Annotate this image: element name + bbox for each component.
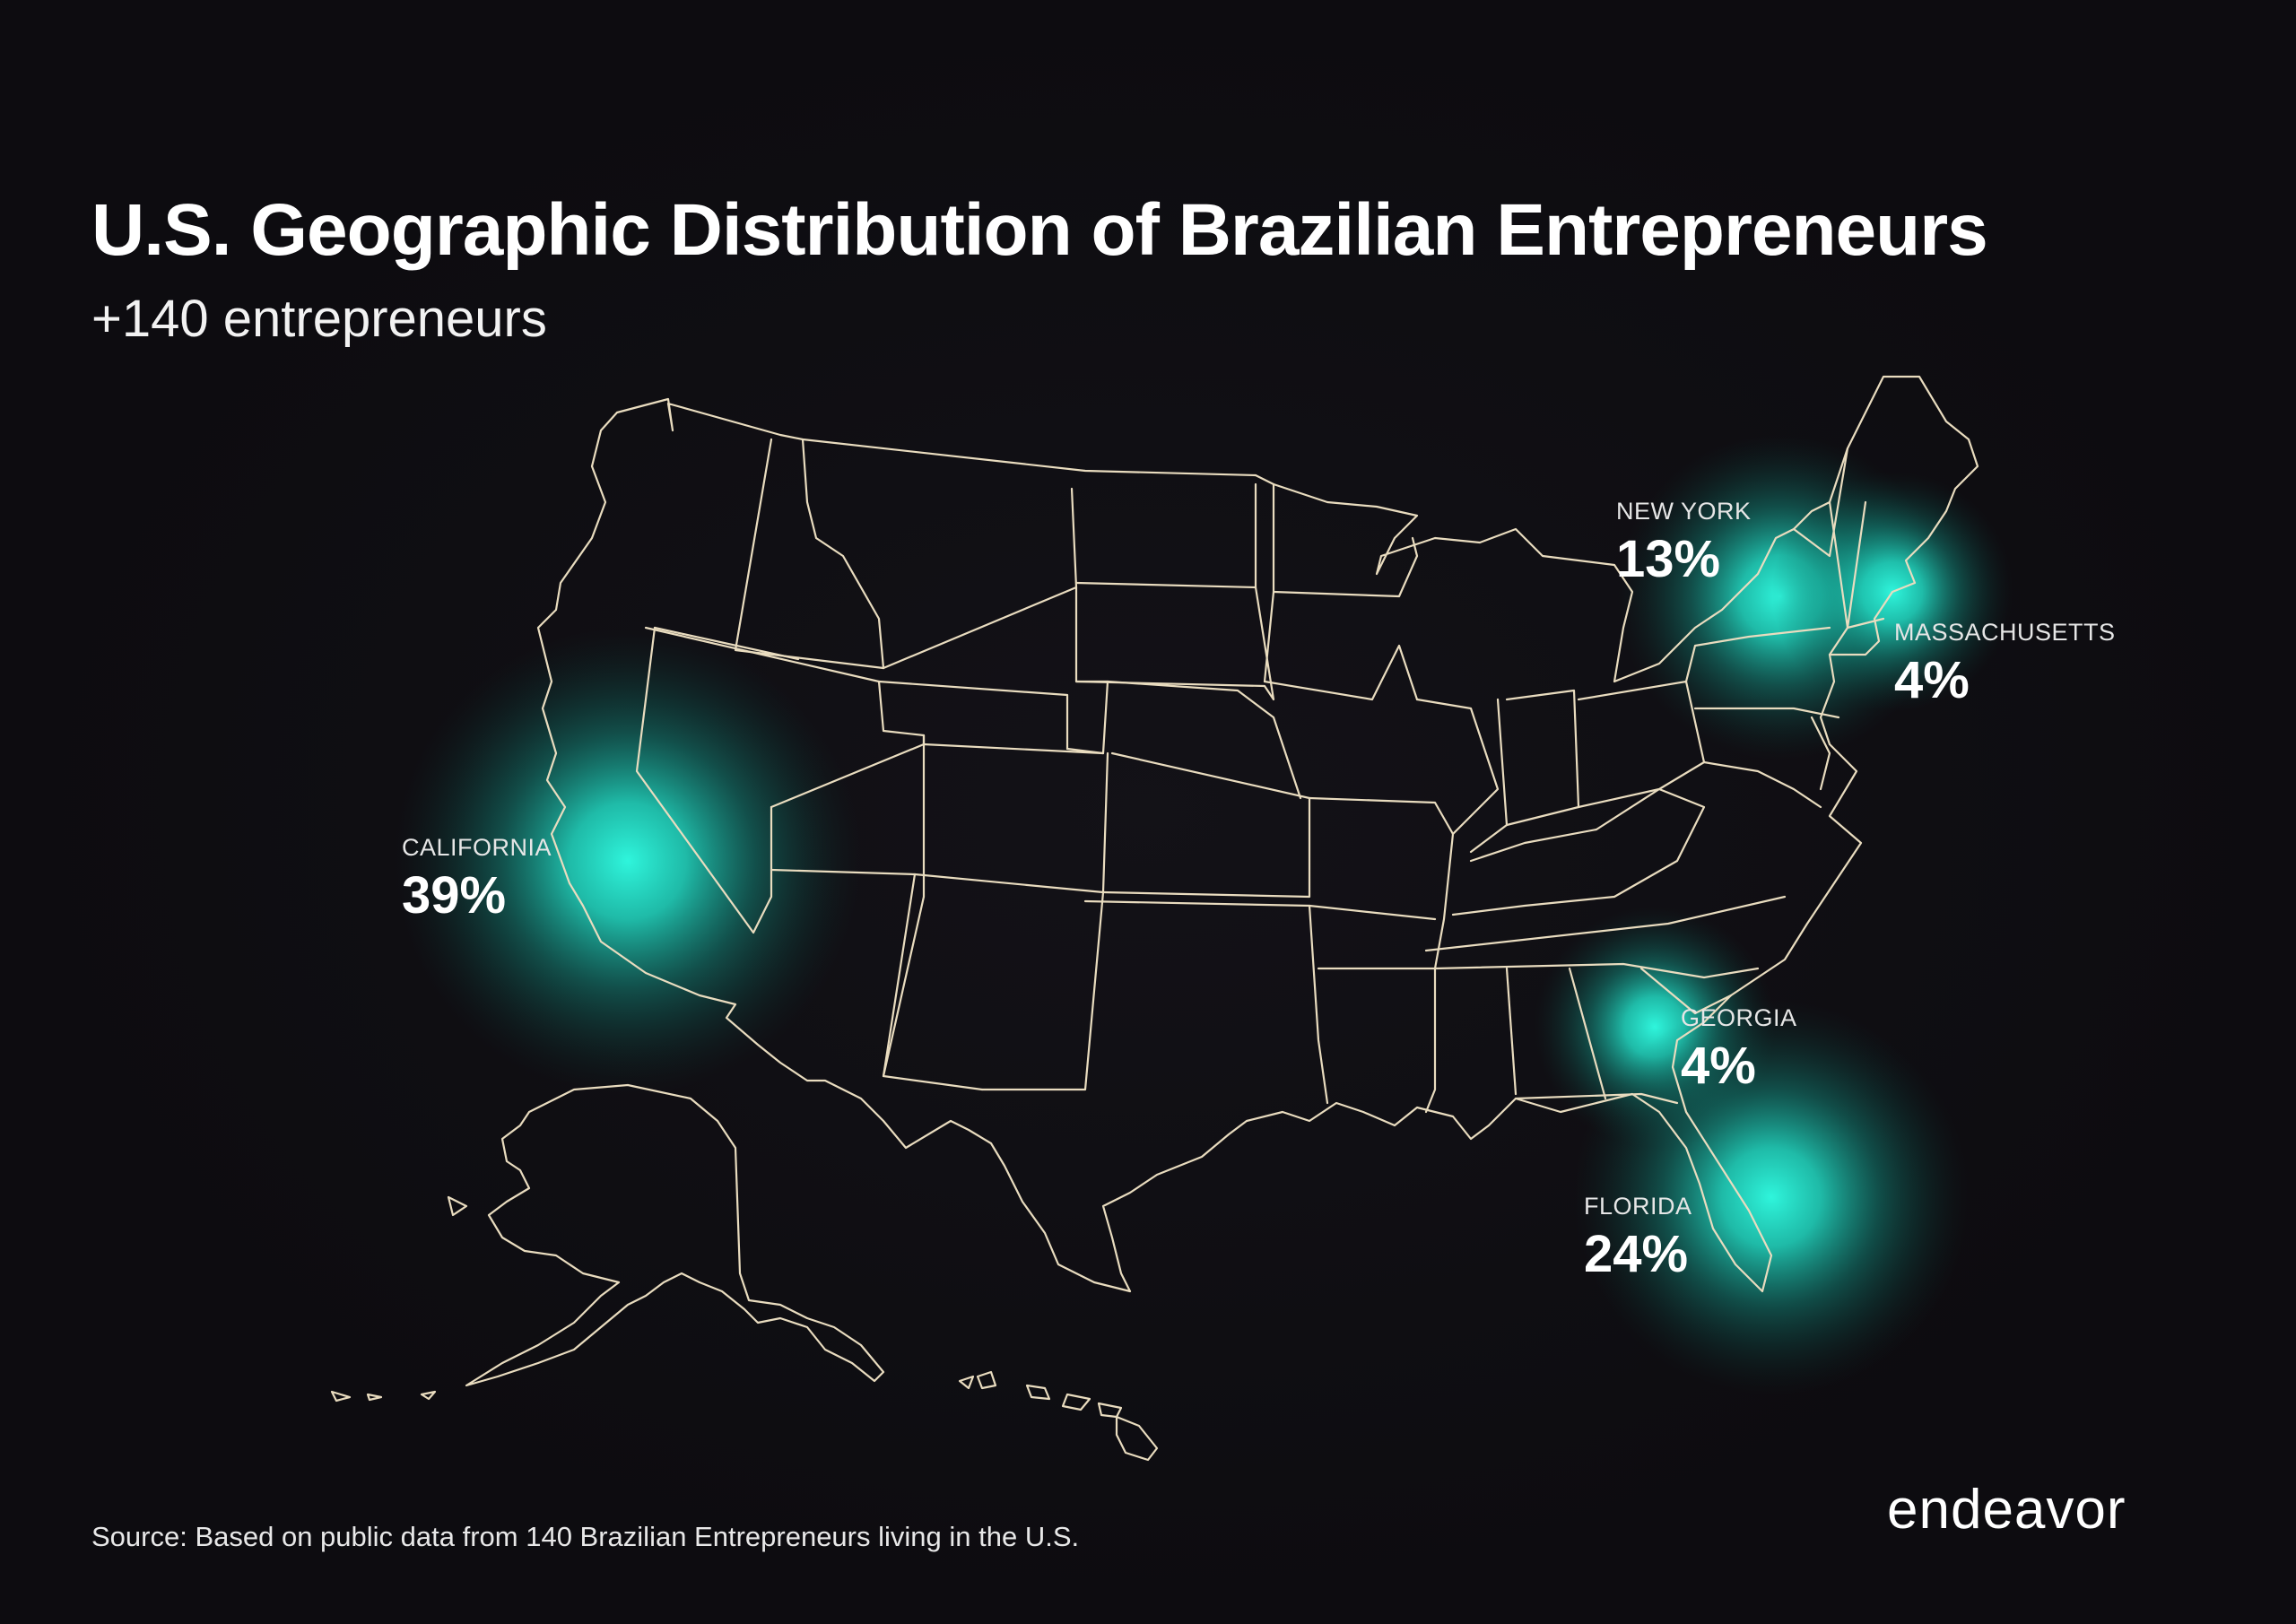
page-subtitle: +140 entrepreneurs bbox=[91, 290, 547, 348]
endeavor-logo: endeavor bbox=[1887, 1479, 2126, 1541]
state-name: CALIFORNIA bbox=[402, 834, 552, 861]
label-georgia: GEORGIA 4% bbox=[1681, 1004, 1797, 1096]
state-share: 24% bbox=[1584, 1225, 1689, 1283]
state-name: GEORGIA bbox=[1681, 1004, 1797, 1031]
source-note: Source: Based on public data from 140 Br… bbox=[91, 1521, 1080, 1552]
alaska-outline bbox=[465, 1083, 885, 1387]
us-outline bbox=[536, 375, 1979, 1293]
state-name: NEW YORK bbox=[1616, 498, 1752, 525]
state-name: MASSACHUSETTS bbox=[1894, 619, 2116, 646]
hawaii-outline bbox=[958, 1370, 1159, 1462]
state-share: 4% bbox=[1681, 1037, 1756, 1095]
page-title: U.S. Geographic Distribution of Brazilia… bbox=[91, 189, 1988, 271]
glow-layer bbox=[395, 433, 2013, 1395]
label-massachusetts: MASSACHUSETTS 4% bbox=[1894, 619, 2116, 710]
label-california: CALIFORNIA 39% bbox=[402, 834, 552, 925]
state-name: FLORIDA bbox=[1584, 1193, 1692, 1220]
state-share: 39% bbox=[402, 866, 507, 925]
label-new-york: NEW YORK 13% bbox=[1616, 498, 1752, 589]
glow-florida bbox=[1573, 999, 1970, 1395]
state-share: 4% bbox=[1894, 651, 1970, 709]
glow-california bbox=[395, 628, 861, 1094]
state-share: 13% bbox=[1616, 530, 1721, 588]
state-boundaries bbox=[635, 438, 1885, 1114]
label-florida: FLORIDA 24% bbox=[1584, 1193, 1692, 1284]
